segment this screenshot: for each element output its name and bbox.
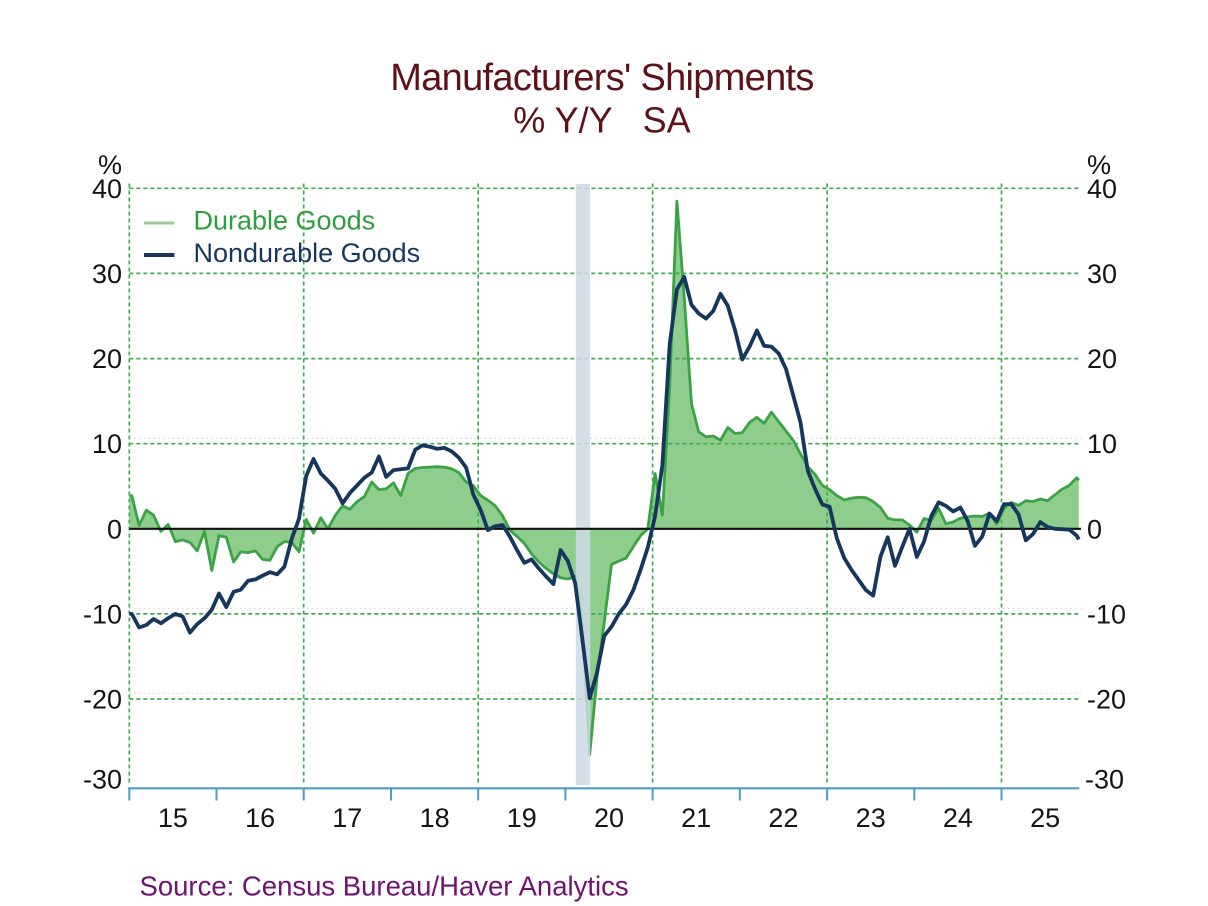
svg-text:Manufacturers' Shipments: Manufacturers' Shipments <box>390 57 813 99</box>
svg-text:17: 17 <box>332 803 362 833</box>
svg-text:30: 30 <box>92 259 122 289</box>
svg-text:10: 10 <box>1087 429 1117 459</box>
svg-text:21: 21 <box>681 803 711 833</box>
svg-text:-30: -30 <box>83 765 122 795</box>
svg-text:0: 0 <box>1087 514 1102 544</box>
svg-text:%: % <box>1087 150 1111 180</box>
svg-text:24: 24 <box>943 803 973 833</box>
svg-text:20: 20 <box>1087 344 1117 374</box>
svg-text:20: 20 <box>92 344 122 374</box>
svg-text:-30: -30 <box>1085 765 1124 795</box>
svg-text:25: 25 <box>1030 803 1060 833</box>
svg-text:-20: -20 <box>1087 685 1126 715</box>
svg-text:19: 19 <box>507 803 537 833</box>
svg-text:-10: -10 <box>1087 599 1126 629</box>
svg-text:%: % <box>98 150 122 180</box>
svg-text:10: 10 <box>92 429 122 459</box>
svg-text:Durable Goods: Durable Goods <box>194 206 376 236</box>
svg-text:16: 16 <box>245 803 275 833</box>
svg-text:-10: -10 <box>83 599 122 629</box>
svg-text:Nondurable Goods: Nondurable Goods <box>194 238 421 268</box>
svg-text:40: 40 <box>92 174 122 204</box>
svg-text:22: 22 <box>768 803 798 833</box>
svg-text:-20: -20 <box>83 685 122 715</box>
svg-text:15: 15 <box>158 803 188 833</box>
svg-text:30: 30 <box>1087 259 1117 289</box>
svg-text:40: 40 <box>1087 174 1117 204</box>
svg-text:0: 0 <box>107 514 122 544</box>
svg-text:% Y/Y SA: % Y/Y SA <box>513 100 690 141</box>
svg-text:23: 23 <box>856 803 886 833</box>
svg-text:Source: Census Bureau/Haver An: Source: Census Bureau/Haver Analytics <box>140 871 629 902</box>
svg-text:20: 20 <box>594 803 624 833</box>
svg-text:18: 18 <box>420 803 450 833</box>
